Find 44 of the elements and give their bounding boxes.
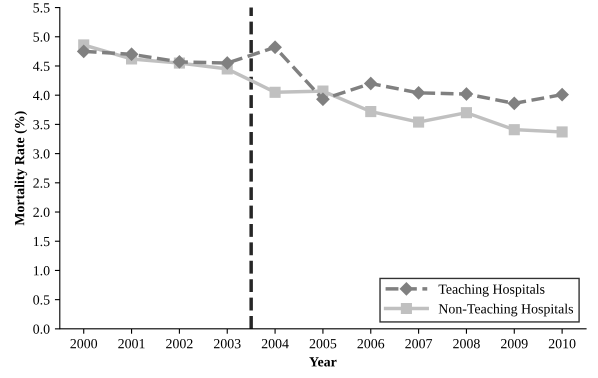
point (268, 40, 282, 54)
point (316, 92, 330, 106)
x-axis-title: Year (309, 357, 336, 367)
point (364, 76, 378, 90)
legend-label: Non-Teaching Hospitals (438, 304, 574, 316)
y-tick-label: 2.5 (33, 178, 50, 188)
point (508, 96, 521, 110)
point (413, 116, 424, 128)
point (270, 86, 281, 98)
y-axis-title: Mortality Rate (%) (14, 111, 28, 226)
point (460, 87, 474, 101)
point (508, 124, 520, 136)
point (460, 107, 472, 118)
point (556, 88, 569, 102)
x-tick-label: 2007 (405, 338, 432, 348)
y-tick-label: 3.0 (33, 149, 50, 159)
x-tick-label: 2002 (166, 338, 193, 348)
point (412, 86, 426, 100)
x-tick-label: 2009 (501, 338, 528, 348)
x-tick-label: 2008 (453, 338, 480, 348)
point (124, 48, 138, 61)
x-tick-label: 2005 (310, 338, 336, 348)
x-tick-label: 2001 (118, 338, 145, 348)
y-tick-label: 1.5 (34, 236, 50, 246)
y-tick-label: 5.0 (34, 32, 50, 42)
point (77, 44, 90, 58)
point (365, 106, 376, 118)
point (556, 126, 568, 138)
legend-label: Teaching Hospitals (438, 284, 544, 297)
x-tick-label: 2004 (262, 338, 289, 348)
y-tick-label: 4.5 (32, 62, 50, 71)
y-tick-label: 4.0 (32, 90, 50, 100)
x-tick-label: 2006 (357, 338, 384, 348)
x-tick-label: 2000 (70, 338, 98, 348)
y-tick-label: 0.5 (33, 295, 50, 305)
x-tick-label: 2003 (214, 338, 241, 348)
y-tick-label: 3.5 (33, 120, 50, 130)
y-tick-label: 5.5 (34, 3, 50, 13)
y-tick-label: 0.0 (33, 324, 50, 334)
y-tick-label: 2.0 (33, 208, 50, 218)
point (220, 56, 234, 70)
y-tick-label: 1.0 (34, 266, 50, 276)
point (172, 55, 186, 68)
x-tick-label: 2010 (548, 338, 576, 348)
